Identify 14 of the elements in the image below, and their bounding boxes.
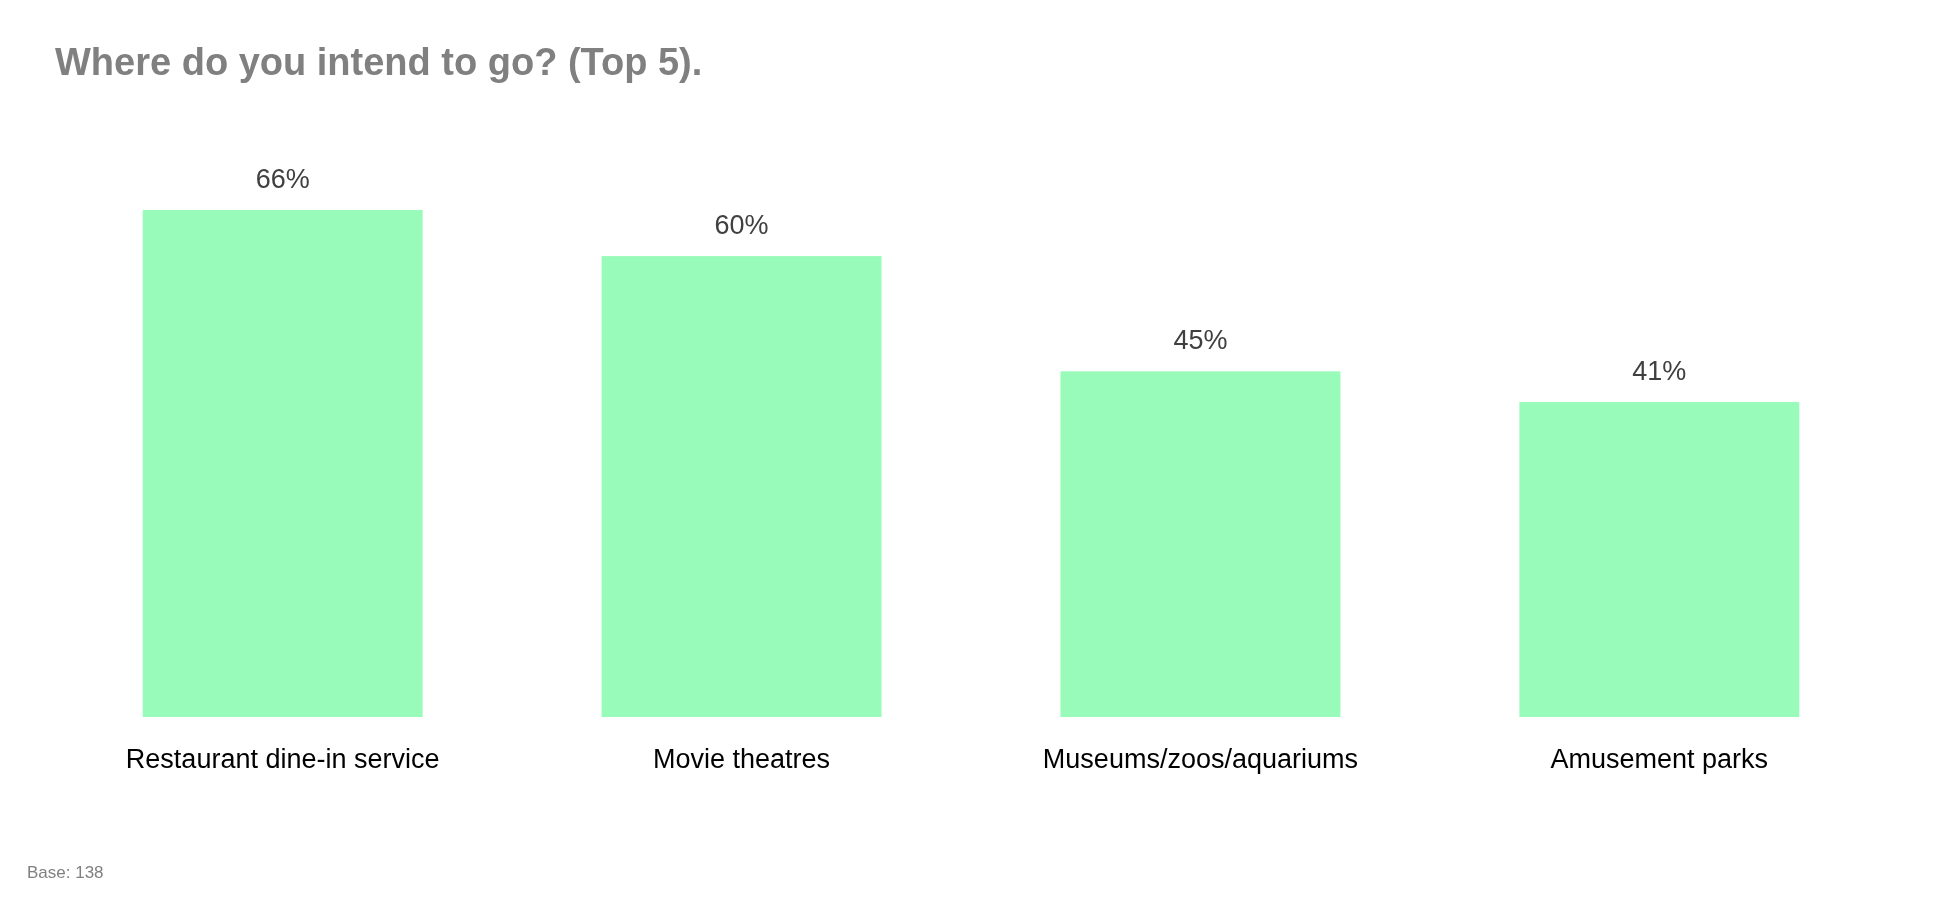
x-tick-label: Amusement parks (1550, 744, 1769, 774)
bar (1519, 402, 1800, 717)
chart-title: Where do you intend to go? (Top 5). (55, 41, 703, 83)
bar (142, 210, 423, 717)
x-tick-label: Restaurant dine-in service (125, 744, 440, 774)
x-tick-label: Movie theatres (653, 744, 831, 774)
text: Base: 138 (27, 863, 104, 882)
x-tick-label: Museums/zoos/aquariums (1042, 744, 1359, 774)
data-label: 45% (1173, 325, 1228, 356)
data-label: 41% (1632, 356, 1687, 387)
data-label: 66% (255, 164, 310, 194)
data-label: 60% (714, 210, 769, 241)
bar (601, 256, 882, 717)
bar (1060, 371, 1341, 717)
